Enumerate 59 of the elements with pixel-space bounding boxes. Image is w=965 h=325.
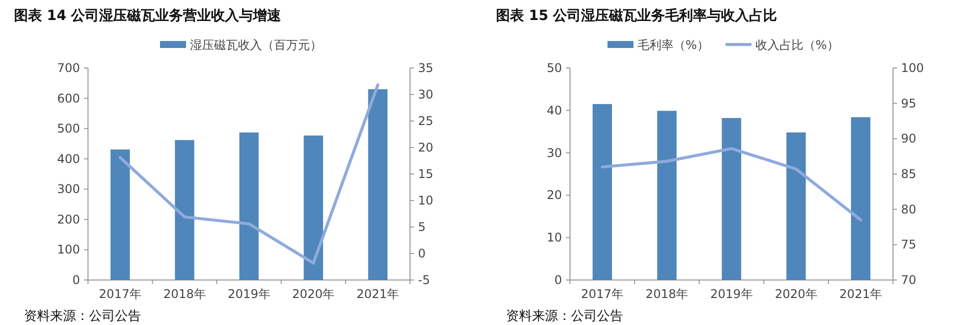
y-tick-label: 40: [546, 103, 562, 118]
y2-tick-label: 100: [901, 61, 924, 75]
line-series: [118, 83, 380, 265]
bar: [592, 104, 612, 280]
chart-title: 图表 15 公司湿压磁瓦业务毛利率与收入占比: [496, 7, 778, 24]
y-tick-label: 100: [57, 242, 80, 257]
legend-label: 毛利率（%）: [638, 38, 709, 52]
y-tick-label: 30: [546, 146, 562, 160]
y-tick-label: 700: [57, 61, 80, 75]
x-tick-label: 2019年: [228, 287, 270, 301]
bar: [368, 89, 388, 280]
y-tick-label: 20: [546, 188, 562, 202]
bar: [657, 110, 677, 280]
y-tick-label: 10: [546, 230, 562, 245]
y-tick-label: 0: [554, 273, 562, 287]
bar: [851, 117, 870, 280]
y2-tick-label: 30: [418, 88, 434, 102]
y2-tick-label: 35: [418, 61, 434, 75]
bar: [239, 132, 259, 280]
y2-tick-label: 0: [418, 246, 426, 260]
y2-tick-label: 95: [901, 96, 916, 110]
x-tick-label: 2020年: [292, 287, 335, 301]
y-tick-label: 50: [546, 61, 562, 75]
y2-tick-label: 75: [901, 238, 916, 252]
y2-tick-label: 15: [418, 167, 434, 181]
bar: [722, 118, 742, 280]
x-tick-label: 2021年: [356, 287, 400, 301]
y-tick-label: 400: [57, 152, 80, 166]
text: 资料来源：公司公告: [506, 309, 623, 324]
x-tick-label: 2019年: [710, 287, 753, 301]
x-tick-label: 2017年: [581, 287, 624, 301]
y-tick-label: 600: [57, 91, 80, 106]
y2-tick-label: 5: [418, 220, 426, 234]
y2-tick-label: 20: [418, 140, 434, 154]
y2-tick-label: 10: [418, 194, 434, 208]
bar: [174, 140, 194, 280]
x-tick-label: 2018年: [646, 287, 688, 301]
bar: [786, 132, 806, 280]
text: 资料来源：公司公告: [24, 309, 141, 324]
y2-tick-label: 85: [901, 167, 916, 181]
y-tick-label: 300: [57, 182, 80, 196]
bar: [110, 149, 130, 280]
y-tick-label: 200: [57, 212, 80, 226]
chart-title: 图表 14 公司湿压磁瓦业务营业收入与增速: [14, 8, 282, 24]
x-tick-label: 2017年: [98, 287, 142, 301]
y2-tick-label: 70: [901, 273, 916, 287]
y-tick-label: 500: [57, 122, 80, 136]
y2-tick-label: 90: [901, 132, 916, 146]
x-tick-label: 2018年: [163, 287, 206, 301]
x-tick-label: 2021年: [839, 287, 882, 301]
y2-tick-label: 80: [901, 202, 916, 216]
bar: [304, 136, 324, 280]
legend-label: 收入占比（%）: [756, 38, 839, 52]
line-series: [600, 147, 862, 222]
y2-tick-label: -5: [418, 273, 430, 287]
y2-tick-label: 25: [418, 114, 434, 128]
x-tick-label: 2020年: [774, 287, 818, 301]
legend-label: 湿压磁瓦收入（百万元）: [190, 38, 322, 52]
y-tick-label: 0: [72, 273, 80, 287]
